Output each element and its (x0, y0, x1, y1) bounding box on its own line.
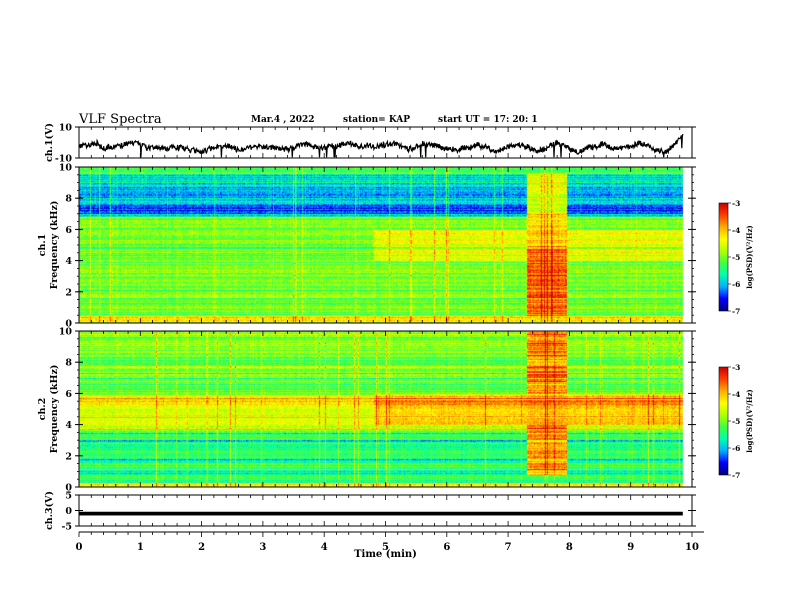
chart-station: station= KAP (343, 115, 411, 125)
ch3-waveform-ytick-label: -5 (61, 522, 72, 533)
xaxis-label: Time (min) (354, 549, 417, 560)
ch3-waveform-ylabel: ch.3(V) (44, 491, 55, 530)
ch2-colorbar-tick-label: -7 (732, 471, 740, 480)
ch2-colorbar (719, 367, 728, 475)
ch1-spectrogram-image (79, 167, 692, 323)
ch1-spectrogram-ytick-label: 0 (65, 319, 72, 330)
ch1-colorbar-tick-label: -6 (732, 280, 740, 289)
ch2-spectrogram-ylabel-freq: Frequency (kHz) (49, 365, 60, 454)
ch2-spectrogram-ytick-label: 10 (59, 327, 73, 338)
ch2-spectrogram-ytick-label: 0 (65, 483, 72, 494)
ch1-spectrogram-ylabel-freq: Frequency (kHz) (49, 201, 60, 290)
ch1-spectrogram-ytick-label: 10 (59, 163, 73, 174)
ch3-waveform-line (79, 511, 683, 516)
ch2-colorbar-tick-label: -6 (732, 444, 740, 453)
xtick-label: 10 (685, 542, 699, 553)
chart-title: VLF Spectra (79, 112, 162, 127)
ch2-colorbar-tick-label: -4 (732, 390, 740, 399)
ch1-colorbar (719, 203, 728, 311)
ch2-spectrogram-ytick-label: 6 (65, 389, 72, 400)
ch1-colorbar-label: log(PSD)(V²/Hz) (745, 225, 754, 289)
ch1-waveform-ytick-label: 10 (59, 123, 73, 134)
xtick-label: 2 (198, 542, 205, 553)
xtick-label: 7 (505, 542, 512, 553)
ch1-spectrogram-ylabel: ch.1 (37, 234, 48, 257)
ch1-spectrogram-ytick-label: 4 (65, 256, 72, 267)
xtick-label: 9 (627, 542, 634, 553)
ch1-colorbar-tick-label: -3 (732, 199, 740, 208)
xtick-label: 5 (382, 542, 389, 553)
ch2-spectrogram-ylabel: ch.2 (37, 398, 48, 421)
ch3-waveform-ytick-label: 0 (65, 506, 72, 517)
ch1-waveform-ylabel: ch.1(V) (44, 123, 55, 162)
ch1-waveform-ytick-label: -10 (55, 154, 73, 165)
ch2-spectrogram-ytick-label: 8 (65, 358, 72, 369)
ch2-spectrogram-image (79, 331, 692, 487)
ch1-colorbar-tick-label: -5 (732, 253, 740, 262)
ch1-spectrogram-ytick-label: 8 (65, 194, 72, 205)
xtick-label: 6 (443, 542, 450, 553)
xtick-label: 1 (137, 542, 144, 553)
chart-start-time: start UT = 17: 20: 1 (438, 115, 538, 125)
ch2-spectrogram-ytick-label: 4 (65, 420, 72, 431)
ch2-colorbar-tick-label: -5 (732, 417, 740, 426)
ch1-colorbar-tick-label: -7 (732, 307, 740, 316)
xtick-label: 0 (76, 542, 83, 553)
ch1-colorbar-tick-label: -4 (732, 226, 740, 235)
xtick-label: 4 (321, 542, 328, 553)
xtick-label: 3 (259, 542, 266, 553)
ch2-spectrogram-ytick-label: 2 (65, 451, 72, 462)
ch2-colorbar-label: log(PSD)(V²/Hz) (745, 389, 754, 453)
ch2-colorbar-tick-label: -3 (732, 363, 740, 372)
ch1-spectrogram-ytick-label: 2 (65, 287, 72, 298)
ch1-spectrogram-ytick-label: 6 (65, 225, 72, 236)
ch3-waveform-ytick-label: 5 (65, 491, 72, 502)
ch1-waveform-line (78, 133, 684, 158)
chart-date: Mar.4 , 2022 (251, 115, 315, 125)
xtick-label: 8 (566, 542, 573, 553)
